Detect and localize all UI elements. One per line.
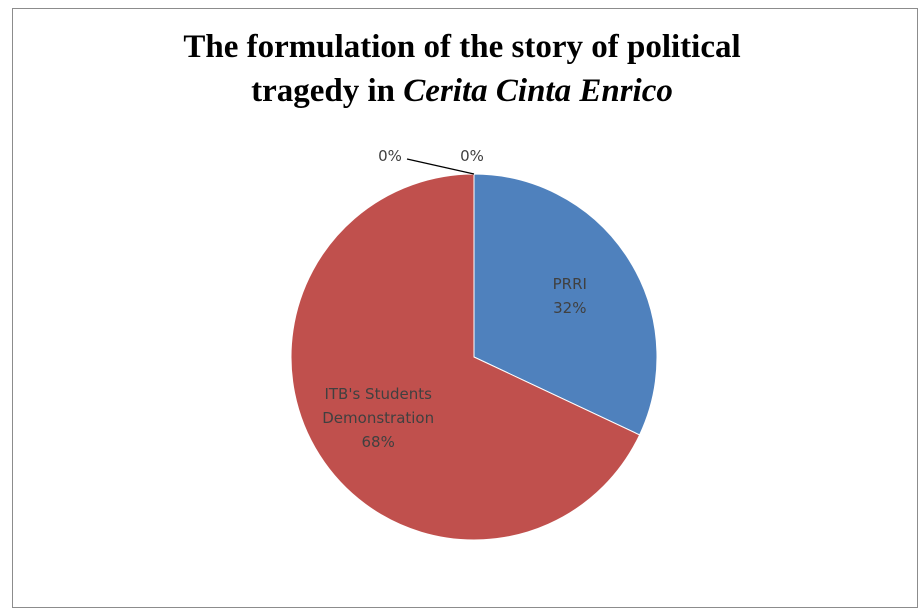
chart-title-line-2-plain: tragedy in bbox=[251, 73, 404, 109]
pie-name-label-itb-students-demonstration: Demonstration bbox=[322, 409, 434, 427]
pie-name-label-itb-students-demonstration: ITB's Students bbox=[324, 385, 432, 403]
chart-title: The formulation of the story of politica… bbox=[0, 25, 924, 113]
pie-slice-prri bbox=[473, 173, 658, 436]
pie-value-label-itb-students-demonstration: 68% bbox=[362, 433, 395, 451]
pie-name-label-prri: PRRI bbox=[553, 275, 587, 293]
pie-label-itb-students-demonstration: ITB's Students Demonstration 68% bbox=[322, 385, 434, 451]
pie-value-label-zero-a: 0% bbox=[378, 147, 402, 165]
chart-title-line-2-italic: Cerita Cinta Enrico bbox=[403, 73, 673, 109]
chart-title-line-2: tragedy in Cerita Cinta Enrico bbox=[0, 69, 924, 113]
chart-title-line-1: The formulation of the story of politica… bbox=[183, 29, 741, 65]
pie-value-label-zero-b: 0% bbox=[460, 147, 484, 165]
leader-line-zero-a bbox=[406, 158, 475, 175]
pie-value-label-prri: 32% bbox=[553, 299, 586, 317]
pie-label-prri: PRRI 32% bbox=[553, 275, 587, 317]
pie-slice-itb-students-demonstration bbox=[290, 173, 641, 541]
